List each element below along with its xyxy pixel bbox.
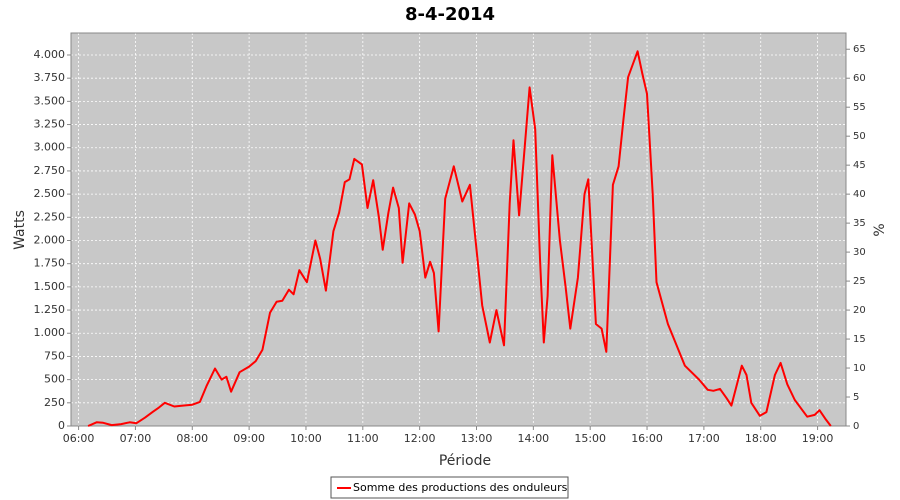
x-tick-label: 11:00 xyxy=(347,432,379,445)
y2-tick-label: 55 xyxy=(853,102,866,113)
x-tick-label: 14:00 xyxy=(517,432,549,445)
x-tick-label: 06:00 xyxy=(63,432,95,445)
y2-tick-label: 30 xyxy=(853,247,866,258)
x-tick-label: 09:00 xyxy=(233,432,265,445)
y-tick-label: 2.750 xyxy=(34,164,66,177)
y-tick-label: 3.750 xyxy=(34,71,66,84)
x-tick-label: 19:00 xyxy=(802,432,834,445)
x-tick-label: 08:00 xyxy=(176,432,208,445)
x-tick-label: 13:00 xyxy=(461,432,493,445)
x-axis-title: Période xyxy=(439,453,491,469)
line xyxy=(87,50,832,427)
y2-tick-label: 40 xyxy=(853,189,866,200)
y2-tick-label: 0 xyxy=(853,421,859,432)
plot-area xyxy=(71,33,846,426)
y-tick-label: 3.250 xyxy=(34,118,66,131)
y2-tick-label: 5 xyxy=(853,392,859,403)
x-tick-label: 07:00 xyxy=(120,432,152,445)
y-tick-label: 500 xyxy=(44,373,65,386)
y-axis-title: Watts xyxy=(12,210,28,250)
y-tick-label: 0 xyxy=(58,419,65,432)
y2-tick-label: 15 xyxy=(853,334,866,345)
y2-tick-label: 20 xyxy=(853,305,866,316)
y2-tick-label: 65 xyxy=(853,44,866,55)
chart-title: 8-4-2014 xyxy=(405,4,495,25)
y-tick-label: 2.250 xyxy=(34,210,66,223)
y-tick-label: 4.000 xyxy=(34,48,66,61)
y-tick-label: 1.000 xyxy=(34,326,66,339)
y2-tick-label: 35 xyxy=(853,218,866,229)
y-tick-label: 1.500 xyxy=(34,280,66,293)
y-tick-label: 3.000 xyxy=(34,141,66,154)
y2-axis-title: % xyxy=(872,223,888,236)
x-tick-label: 10:00 xyxy=(290,432,322,445)
y-tick-label: 2.500 xyxy=(34,187,66,200)
y-tick-label: 250 xyxy=(44,396,65,409)
plot-border xyxy=(70,32,847,427)
y2-tick-label: 25 xyxy=(853,276,866,287)
x-tick-label: 17:00 xyxy=(688,432,720,445)
x-tick-label: 16:00 xyxy=(631,432,663,445)
y2-tick-label: 10 xyxy=(853,363,866,374)
legend-label: Somme des productions des onduleurs xyxy=(353,481,568,494)
y-tick-label: 1.750 xyxy=(34,257,66,270)
legend-box xyxy=(330,476,569,499)
y-tick-label: 2.000 xyxy=(34,233,66,246)
y2-tick-label: 50 xyxy=(853,131,866,142)
y-tick-label: 3.500 xyxy=(34,94,66,107)
x-tick-label: 15:00 xyxy=(574,432,606,445)
y2-tick-label: 45 xyxy=(853,160,866,171)
y-tick-label: 750 xyxy=(44,349,65,362)
y-tick-label: 1.250 xyxy=(34,303,66,316)
y2-tick-label: 60 xyxy=(853,73,866,84)
x-tick-label: 12:00 xyxy=(404,432,436,445)
x-tick-label: 18:00 xyxy=(745,432,777,445)
